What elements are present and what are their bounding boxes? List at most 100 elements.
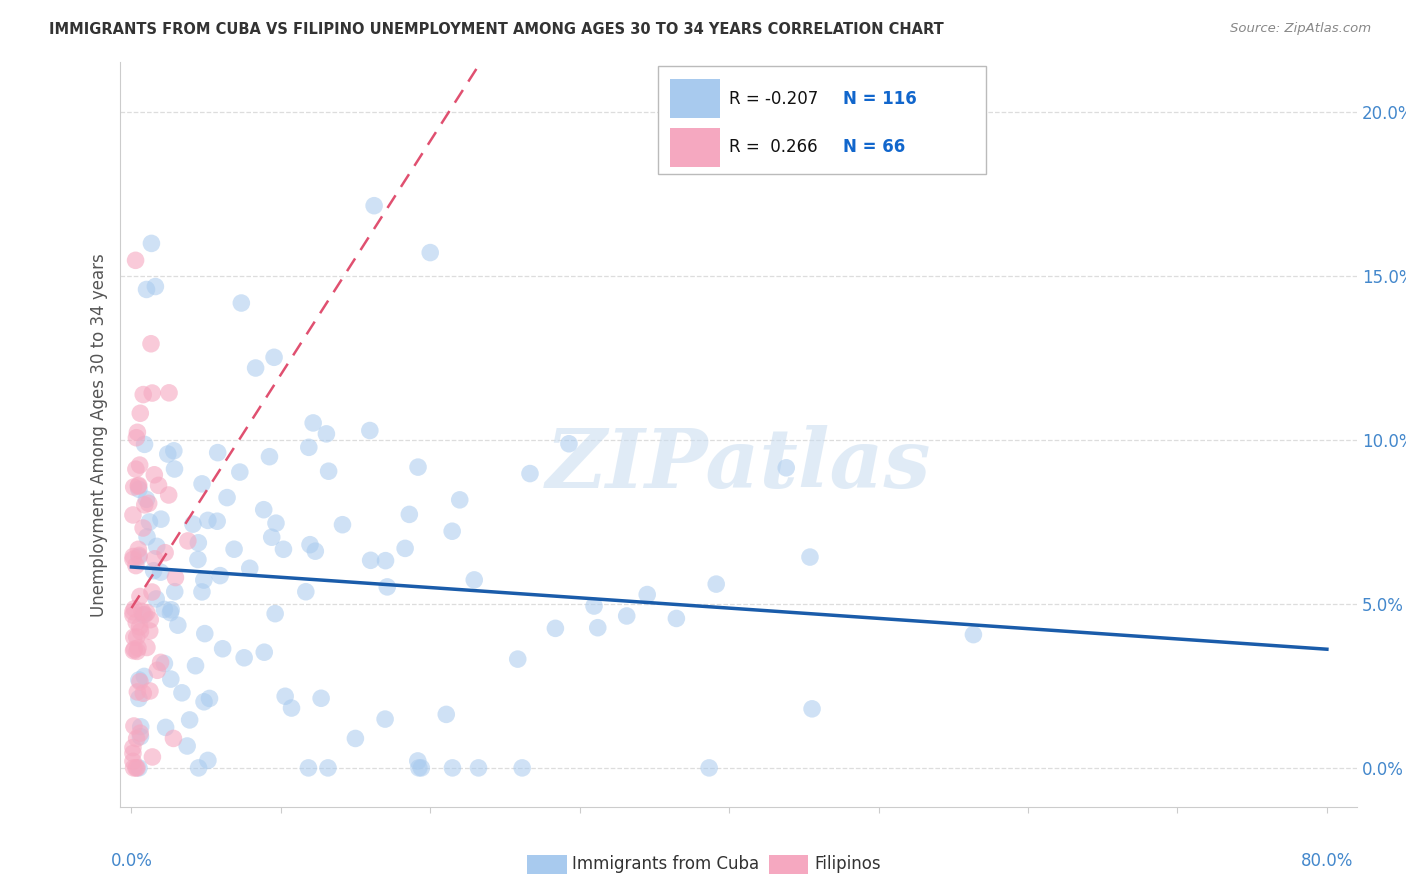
Point	[170, 686, 193, 700]
Point	[160, 603, 183, 617]
Point	[125, 462, 148, 476]
Point	[298, 538, 321, 552]
Point	[125, 615, 148, 630]
Point	[191, 476, 214, 491]
Point	[122, 761, 145, 775]
Point	[153, 602, 176, 616]
Point	[166, 618, 188, 632]
Point	[215, 491, 238, 505]
Point	[775, 460, 797, 475]
Point	[394, 541, 416, 556]
Point	[132, 686, 155, 700]
Point	[187, 535, 209, 549]
Point	[127, 479, 149, 493]
Point	[163, 584, 186, 599]
Point	[280, 701, 302, 715]
Point	[163, 443, 186, 458]
Point	[129, 726, 152, 740]
Point	[801, 702, 824, 716]
Point	[222, 542, 245, 557]
Point	[125, 558, 148, 573]
Point	[411, 761, 433, 775]
Point	[159, 606, 181, 620]
Point	[149, 565, 172, 579]
Point	[434, 707, 457, 722]
Point	[124, 253, 146, 268]
Point	[239, 561, 262, 575]
Point	[233, 650, 256, 665]
Point	[704, 577, 727, 591]
Point	[184, 658, 207, 673]
Point	[135, 640, 157, 655]
Point	[128, 458, 150, 472]
Point	[129, 730, 152, 744]
Point	[125, 761, 148, 775]
Point	[132, 521, 155, 535]
Text: 80.0%: 80.0%	[1301, 852, 1353, 870]
Point	[510, 761, 533, 775]
Point	[259, 450, 281, 464]
Point	[129, 624, 152, 639]
FancyBboxPatch shape	[671, 128, 720, 167]
Point	[141, 585, 163, 599]
Text: R = -0.207: R = -0.207	[730, 89, 818, 108]
Point	[193, 695, 215, 709]
Point	[128, 620, 150, 634]
Y-axis label: Unemployment Among Ages 30 to 34 years: Unemployment Among Ages 30 to 34 years	[90, 253, 108, 616]
Point	[253, 645, 276, 659]
Point	[318, 464, 340, 478]
Point	[408, 761, 430, 775]
Point	[156, 447, 179, 461]
Point	[181, 517, 204, 532]
Point	[125, 644, 148, 658]
Point	[145, 279, 167, 293]
Point	[260, 530, 283, 544]
Point	[143, 467, 166, 482]
Point	[139, 684, 162, 698]
Point	[141, 750, 163, 764]
Point	[209, 568, 232, 582]
Point	[273, 542, 295, 557]
FancyBboxPatch shape	[671, 79, 720, 118]
Point	[139, 336, 162, 351]
Point	[136, 530, 159, 544]
Point	[122, 480, 145, 494]
Text: N = 116: N = 116	[844, 89, 917, 108]
Point	[558, 436, 581, 450]
Point	[177, 533, 200, 548]
Point	[441, 524, 464, 539]
Point	[179, 713, 201, 727]
Text: N = 66: N = 66	[844, 138, 905, 156]
Point	[125, 731, 148, 746]
Point	[586, 621, 609, 635]
Point	[129, 720, 152, 734]
Point	[298, 440, 321, 454]
Point	[187, 761, 209, 775]
Point	[506, 652, 529, 666]
Text: Immigrants from Cuba: Immigrants from Cuba	[572, 855, 759, 873]
Text: 0.0%: 0.0%	[111, 852, 152, 870]
Point	[309, 691, 332, 706]
Point	[636, 588, 658, 602]
Point	[153, 657, 176, 671]
Point	[134, 669, 156, 683]
Point	[191, 585, 214, 599]
Point	[135, 492, 157, 507]
Point	[145, 540, 167, 554]
Point	[122, 630, 145, 644]
Point	[253, 502, 276, 516]
Point	[962, 627, 984, 641]
Point	[146, 663, 169, 677]
Point	[122, 740, 145, 755]
Point	[132, 607, 155, 622]
Point	[122, 552, 145, 566]
Point	[157, 488, 180, 502]
Point	[302, 416, 325, 430]
Point	[157, 385, 180, 400]
Point	[406, 460, 429, 475]
Point	[134, 437, 156, 451]
Point	[124, 601, 146, 615]
Point	[263, 351, 285, 365]
Point	[138, 496, 160, 510]
Point	[344, 731, 367, 746]
